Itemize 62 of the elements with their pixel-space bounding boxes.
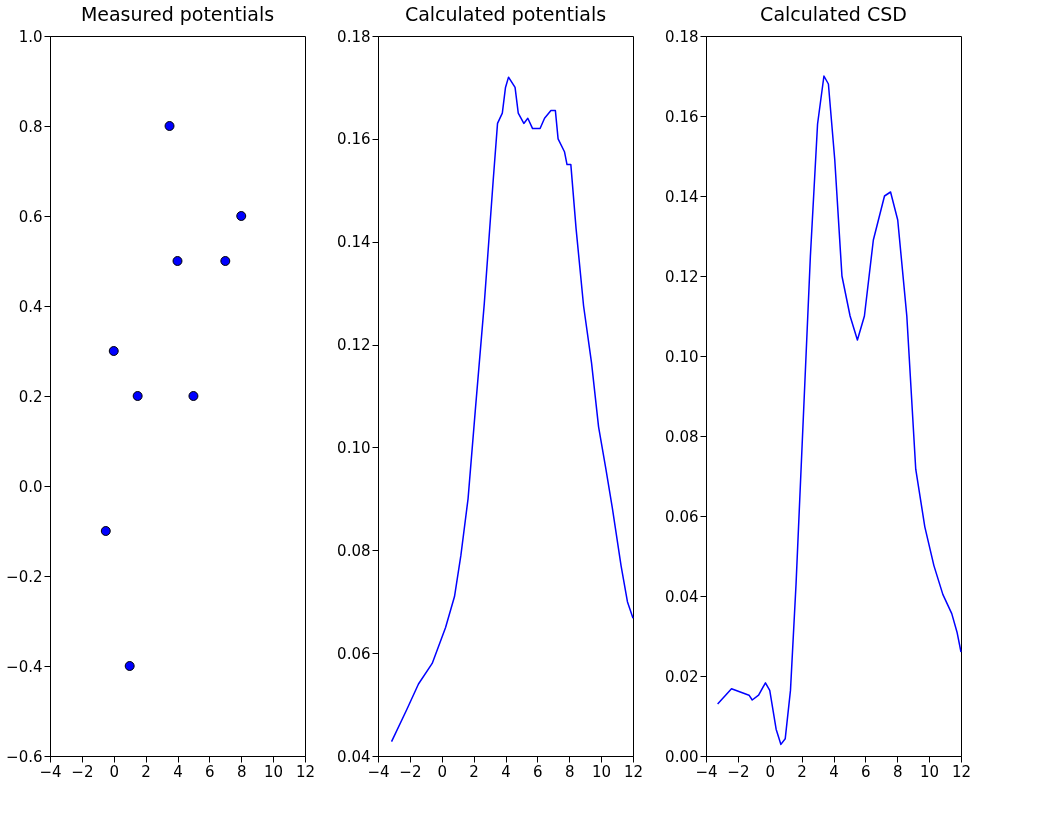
y-tick-label: 0.8 [18, 117, 43, 136]
y-tick-label: 0.14 [337, 233, 371, 252]
y-tick-label: 1.0 [18, 27, 43, 46]
x-tick-label: 0 [765, 762, 776, 781]
x-tick-label: 10 [920, 762, 940, 781]
y-tick-label: 0.12 [665, 267, 699, 286]
x-tick-label: 6 [533, 762, 543, 781]
point [100, 526, 111, 536]
y-tick-label: 0.02 [665, 667, 699, 686]
x-tick-label: 10 [264, 762, 284, 781]
line-series [390, 76, 634, 743]
chart-title: Calculated CSD [760, 3, 907, 25]
x-tick-label: 4 [173, 762, 183, 781]
y-tick-label: 0.04 [665, 587, 699, 606]
y-tick-label: 0.10 [337, 438, 371, 457]
x-tick-label: 2 [469, 762, 479, 781]
y-tick-label: 0.16 [337, 130, 371, 149]
point [132, 391, 143, 401]
x-tick-label: −2 [399, 762, 422, 781]
x-tick-label: −2 [71, 762, 94, 781]
point [172, 256, 183, 266]
y-tick-label: 0.08 [665, 427, 699, 446]
x-tick-label: 2 [797, 762, 807, 781]
point [236, 211, 247, 221]
y-tick-label: 0.0 [18, 477, 43, 496]
y-tick-label: 0.16 [665, 107, 699, 126]
point [108, 346, 119, 356]
chart-title: Calculated potentials [404, 3, 607, 25]
point [188, 391, 199, 401]
x-tick-label: 10 [592, 762, 612, 781]
x-tick-label: 6 [205, 762, 215, 781]
x-tick-label: 8 [892, 762, 903, 781]
y-tick-label: 0.06 [337, 644, 371, 663]
y-tick-label: 0.12 [337, 336, 371, 355]
point [220, 256, 231, 266]
x-tick-label: 8 [564, 762, 575, 781]
x-tick-label: 12 [295, 762, 316, 781]
y-tick-label: 0.2 [18, 387, 43, 406]
x-tick-label: 0 [109, 762, 120, 781]
y-tick-label: −0.4 [6, 657, 43, 676]
x-tick-label: 2 [141, 762, 151, 781]
x-tick-label: 0 [437, 762, 448, 781]
y-tick-label: −0.2 [6, 567, 43, 586]
point [164, 121, 175, 131]
y-tick-label: 0.18 [665, 27, 699, 46]
y-tick-label: 0.06 [665, 507, 699, 526]
y-tick-label: 0.10 [665, 347, 699, 366]
point [124, 661, 135, 671]
x-tick-label: 6 [861, 762, 871, 781]
x-tick-label: 12 [623, 762, 644, 781]
x-tick-label: 4 [829, 762, 839, 781]
y-tick-label: 0.18 [337, 27, 371, 46]
x-tick-label: 8 [236, 762, 247, 781]
x-tick-label: −2 [727, 762, 750, 781]
chart-title: Measured potentials [80, 3, 275, 25]
y-tick-label: 0.08 [337, 541, 371, 560]
y-tick-label: 0.4 [18, 297, 43, 316]
y-tick-label: 0.14 [665, 187, 699, 206]
line-series [716, 75, 962, 746]
x-tick-label: 4 [501, 762, 511, 781]
y-tick-label: 0.6 [18, 207, 43, 226]
x-tick-label: 12 [951, 762, 972, 781]
